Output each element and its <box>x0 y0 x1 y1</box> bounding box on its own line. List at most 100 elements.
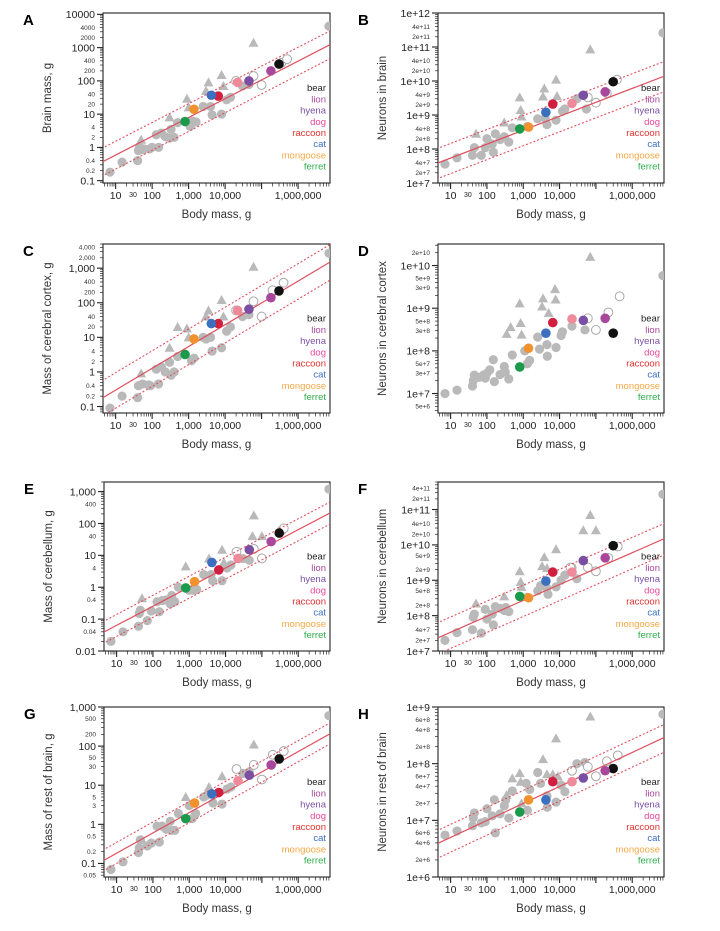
gray-point <box>534 344 545 354</box>
x-tick-label: 100 <box>478 420 496 432</box>
y-tick-label: 0.4 <box>87 597 96 604</box>
legend-item-lion: lion <box>311 563 326 574</box>
x-tick-label: 1,000 <box>176 658 202 670</box>
gray-point <box>551 797 561 807</box>
gray-point <box>145 381 156 391</box>
x-axis: 10 30 100 1,000 10,000 1,000,000 <box>439 877 664 896</box>
gray-point <box>169 132 179 142</box>
gray-point <box>452 153 462 163</box>
legend-item-cat: cat <box>647 370 660 381</box>
y-tick-label: 400 <box>84 58 95 65</box>
x-tick-label: 1,000 <box>176 884 202 896</box>
gray-point <box>106 864 116 875</box>
species-point-hyena <box>244 770 255 781</box>
gray-point <box>170 825 180 835</box>
regression-line <box>438 736 664 845</box>
y-tick-label: 500 <box>85 716 96 723</box>
species-point-mongoose <box>189 576 200 587</box>
gray-point <box>567 321 577 331</box>
plot-frame <box>437 12 665 184</box>
x-tick-label: 1,000,000 <box>275 658 322 670</box>
y-tick-label: 2e+8 <box>415 136 430 143</box>
gray-point <box>557 327 568 337</box>
x-axis-label: Body mass, g <box>516 439 586 451</box>
panel-letter: F <box>358 481 367 498</box>
legend-item-dog: dog <box>310 811 326 822</box>
legend-item-bear: bear <box>641 552 660 563</box>
y-tick-label: 2e+9 <box>415 102 430 109</box>
triangle-point <box>247 531 258 541</box>
gray-point <box>658 28 664 38</box>
x-tick-label: 10 <box>111 884 123 896</box>
gray-point <box>533 114 543 124</box>
y-tick-label: 4e+8 <box>415 727 430 734</box>
gray-point <box>216 343 227 353</box>
species-point-lion <box>266 536 276 547</box>
y-tick-label: 4 <box>92 565 96 572</box>
y-tick-label: 1e+9 <box>406 575 430 587</box>
y-tick-label: 0.2 <box>86 168 95 175</box>
species-point-bear <box>274 754 285 764</box>
y-axis-label: Neurons in brain <box>377 56 389 140</box>
species-point-mongoose <box>189 334 199 344</box>
plot-area <box>104 711 330 875</box>
gray-point <box>440 830 450 840</box>
triangle-point <box>501 328 512 338</box>
gray-point <box>199 569 209 580</box>
species-point-bear <box>608 328 619 338</box>
triangle-point <box>507 773 518 783</box>
legend-item-cat: cat <box>313 139 326 150</box>
legend-item-hyena: hyena <box>300 574 327 585</box>
gray-point <box>216 109 227 119</box>
x-tick-label: 1,000,000 <box>275 884 322 896</box>
gray-point <box>154 837 164 847</box>
y-tick-label: 1e+11 <box>401 504 430 516</box>
triangle-point <box>538 91 549 101</box>
y-tick-label: 2e+9 <box>415 567 430 574</box>
species-point-bear <box>274 59 284 69</box>
triangle-point <box>180 791 191 801</box>
y-tick-label: 0.05 <box>83 873 96 880</box>
y-tick-label: 200 <box>85 732 96 739</box>
triangle-point <box>470 128 481 138</box>
gray-point <box>118 627 128 637</box>
y-tick-label: 4e+9 <box>415 92 430 99</box>
y-tick-label: 2e+8 <box>415 744 430 751</box>
regression-line <box>103 44 330 163</box>
gray-point <box>490 828 500 838</box>
open-point <box>248 296 259 307</box>
gray-point <box>522 805 532 815</box>
x-tick-label: 100 <box>143 420 161 432</box>
plot-area <box>104 484 330 647</box>
plot-frame <box>103 706 331 878</box>
gray-point <box>489 377 499 387</box>
triangle-point <box>505 322 516 332</box>
species-point-ferret <box>180 813 191 824</box>
y-tick-label: 1e+8 <box>406 346 430 358</box>
y-tick-label: 5 <box>92 794 96 801</box>
x-axis-label: Body mass, g <box>182 209 252 221</box>
species-point-hyena <box>578 555 589 566</box>
species-point-mongoose <box>189 104 199 115</box>
legend-item-cat: cat <box>313 608 326 619</box>
y-tick-label: 5e+8 <box>415 588 430 595</box>
plot-frame <box>437 706 665 878</box>
open-point <box>278 746 289 756</box>
x-tick-label: 1,000 <box>510 884 536 896</box>
y-tick-label: 100 <box>77 76 95 88</box>
legend-item-raccoon: raccoon <box>626 597 660 608</box>
panel-letter: C <box>23 243 34 260</box>
gray-point <box>543 589 553 599</box>
legend-item-mongoose: mongoose <box>282 381 326 392</box>
species-point-bear <box>274 528 285 538</box>
panel-f: F 4e+112e+111e+114e+102e+101e+105e+92e+91… <box>358 481 665 689</box>
x-axis-label: Body mass, g <box>182 439 252 451</box>
y-tick-label: 1e+8 <box>406 758 430 770</box>
y-tick-label: 0.2 <box>86 393 95 400</box>
species-point-hyena <box>578 773 589 783</box>
species-point-raccoon <box>547 317 558 328</box>
gray-point <box>489 795 499 805</box>
y-axis: 1,000 500 200 100 50 30 10 5 3 1 0.5 0.2 0.1 0.05 <box>70 702 104 880</box>
